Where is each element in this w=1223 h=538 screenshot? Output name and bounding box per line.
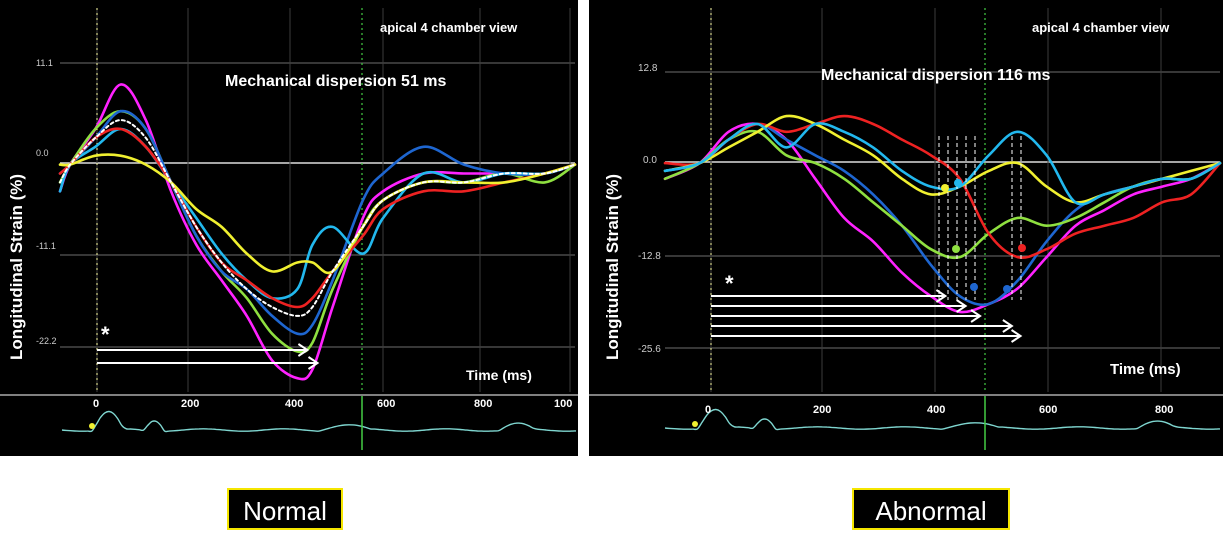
right-x-tick-label: 800 <box>1155 404 1173 416</box>
right-ecg-dot <box>692 421 698 427</box>
right-dispersion-arrowhead <box>970 309 982 323</box>
left-x-tick-label: 600 <box>377 398 395 410</box>
right-y-tick-label: 12.8 <box>638 63 658 74</box>
left-y-tick-label: -11.1 <box>36 241 56 251</box>
right-y-tick-label: -25.6 <box>638 344 661 355</box>
right-peak-dot <box>1018 244 1026 252</box>
right-y-axis-label: Longitudinal Strain (%) <box>603 174 622 360</box>
left-strain-chart: apical 4 chamber view Mechanical dispers… <box>0 0 578 456</box>
left-x-tick-label: 0 <box>93 398 99 410</box>
right-dispersion-arrowhead <box>1002 319 1014 333</box>
normal-caption: Normal <box>227 488 343 530</box>
left-series-line-3 <box>58 127 577 300</box>
right-strain-chart: apical 4 chamber view Mechanical dispers… <box>589 0 1223 456</box>
right-x-tick-label: 600 <box>1039 404 1057 416</box>
right-dispersion-arrowhead <box>935 289 948 303</box>
right-x-tick-label: 0 <box>705 404 711 416</box>
right-peak-dot <box>1003 285 1011 293</box>
left-x-tick-label: 400 <box>285 398 303 410</box>
right-dispersion-arrowhead <box>1010 329 1023 343</box>
right-ecg-trace <box>664 408 1221 431</box>
right-series-line-1 <box>663 122 1222 307</box>
left-x-axis-label: Time (ms) <box>466 367 532 383</box>
left-y-tick-label: -22.2 <box>36 336 57 346</box>
right-dispersion-arrowhead <box>956 299 968 313</box>
right-chart-svg: apical 4 chamber view Mechanical dispers… <box>589 8 1223 450</box>
right-y-tick-label: 0.0 <box>643 155 657 166</box>
right-series-line-0 <box>663 122 1222 314</box>
left-series-line-6 <box>59 119 576 317</box>
left-x-tick-label: 100 <box>554 398 572 410</box>
right-peak-dot <box>970 283 978 291</box>
left-series-line-2 <box>58 109 577 336</box>
right-peak-dot <box>952 245 960 253</box>
left-dispersion-arrowhead <box>297 343 310 357</box>
left-dispersion-arrowhead <box>307 356 320 370</box>
left-y-axis-label: Longitudinal Strain (%) <box>7 174 26 360</box>
abnormal-caption: Abnormal <box>852 488 1010 530</box>
left-view-label: apical 4 chamber view <box>380 20 518 35</box>
right-asterisk: * <box>725 271 734 296</box>
left-ecg-dot <box>89 423 95 429</box>
left-y-tick-label: 11.1 <box>36 58 53 68</box>
left-series-line-0 <box>58 83 577 381</box>
right-peak-dot <box>941 184 949 192</box>
left-ecg-trace <box>61 410 577 433</box>
right-x-axis-label: Time (ms) <box>1110 361 1181 378</box>
left-chart-title: Mechanical dispersion 51 ms <box>225 73 447 90</box>
right-view-label: apical 4 chamber view <box>1032 20 1170 35</box>
left-series-line-4 <box>58 127 577 309</box>
left-chart-svg: apical 4 chamber view Mechanical dispers… <box>0 8 578 450</box>
left-x-tick-label: 800 <box>474 398 492 410</box>
right-x-tick-label: 400 <box>927 404 945 416</box>
left-y-tick-label: 0.0 <box>36 148 49 158</box>
left-x-tick-label: 200 <box>181 398 199 410</box>
right-x-tick-label: 200 <box>813 404 831 416</box>
right-y-tick-label: -12.8 <box>638 251 661 262</box>
right-chart-title: Mechanical dispersion 116 ms <box>821 67 1051 84</box>
left-asterisk: * <box>101 322 110 347</box>
right-peak-dot <box>954 179 962 187</box>
